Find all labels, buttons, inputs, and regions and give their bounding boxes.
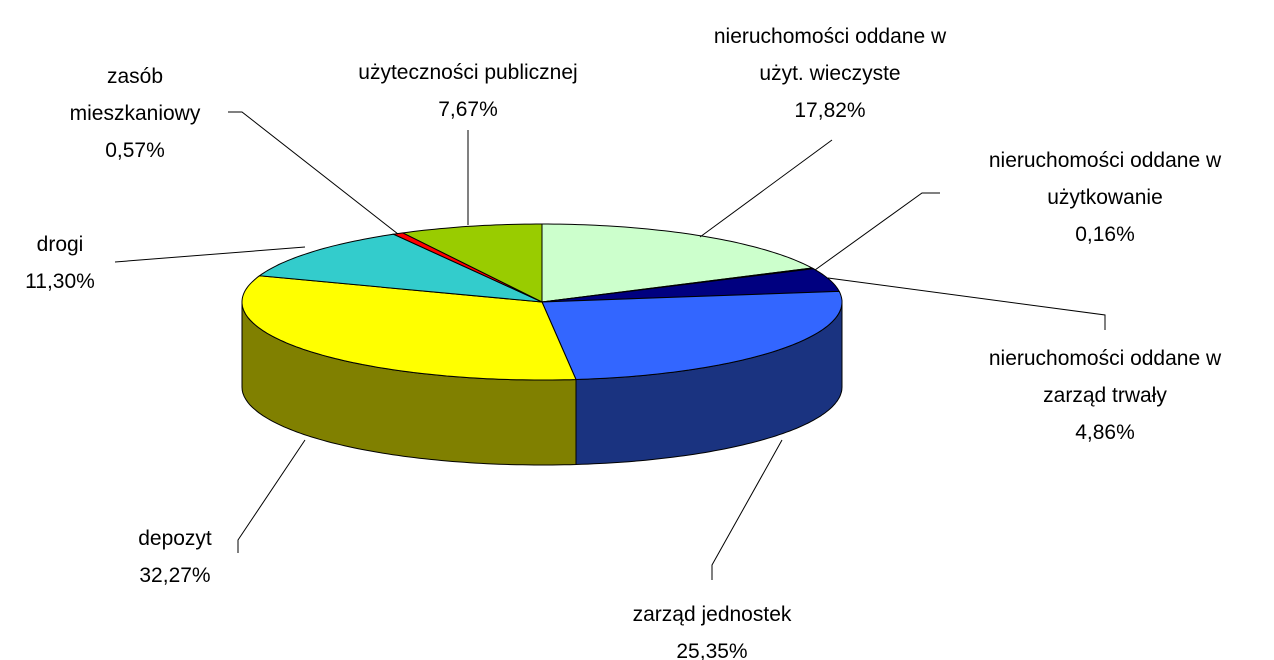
slice: [258, 233, 543, 303]
category-label: zarząd jednostek: [632, 603, 792, 626]
slice: [241, 275, 577, 381]
leader-line: [237, 439, 306, 553]
data-label: nieruchomości oddane w użytkowanie 0,16%: [974, 142, 1236, 253]
category-label: nieruchomości oddane w zarząd trwały: [988, 347, 1222, 407]
percent-label: 0,16%: [1075, 223, 1135, 246]
slice: [401, 223, 543, 303]
leader-line: [711, 439, 783, 580]
data-label: drogi 11,30%: [0, 226, 120, 300]
percent-label: 11,30%: [25, 270, 95, 293]
percent-label: 32,27%: [139, 564, 211, 587]
data-label: zasób mieszkaniowy 0,57%: [60, 58, 210, 169]
data-label: użyteczności publicznej 7,67%: [318, 54, 618, 128]
percent-label: 25,35%: [676, 640, 748, 660]
category-label: nieruchomości oddane w użyt. wieczyste: [713, 25, 947, 85]
percent-label: 4,86%: [1075, 421, 1135, 444]
percent-label: 17,82%: [794, 99, 866, 122]
data-label: depozyt 32,27%: [75, 520, 275, 594]
leader-line: [814, 192, 940, 271]
category-label: nieruchomości oddane w użytkowanie: [988, 149, 1222, 209]
category-label: zasób mieszkaniowy: [69, 65, 201, 125]
category-label: depozyt: [138, 527, 212, 550]
category-label: drogi: [36, 233, 84, 256]
leader-line: [699, 139, 833, 238]
leader-line: [114, 246, 306, 263]
data-label: nieruchomości oddane w zarząd trwały 4,86…: [974, 340, 1236, 451]
slice: [541, 290, 843, 381]
data-label: nieruchomości oddane w użyt. wieczyste 17…: [699, 18, 961, 129]
category-label: użyteczności publicznej: [358, 61, 578, 84]
percent-label: 7,67%: [438, 98, 498, 121]
percent-label: 0,57%: [105, 139, 165, 162]
leader-line: [228, 111, 399, 235]
data-label: zarząd jednostek 25,35%: [562, 596, 862, 660]
leader-line: [827, 277, 1106, 330]
